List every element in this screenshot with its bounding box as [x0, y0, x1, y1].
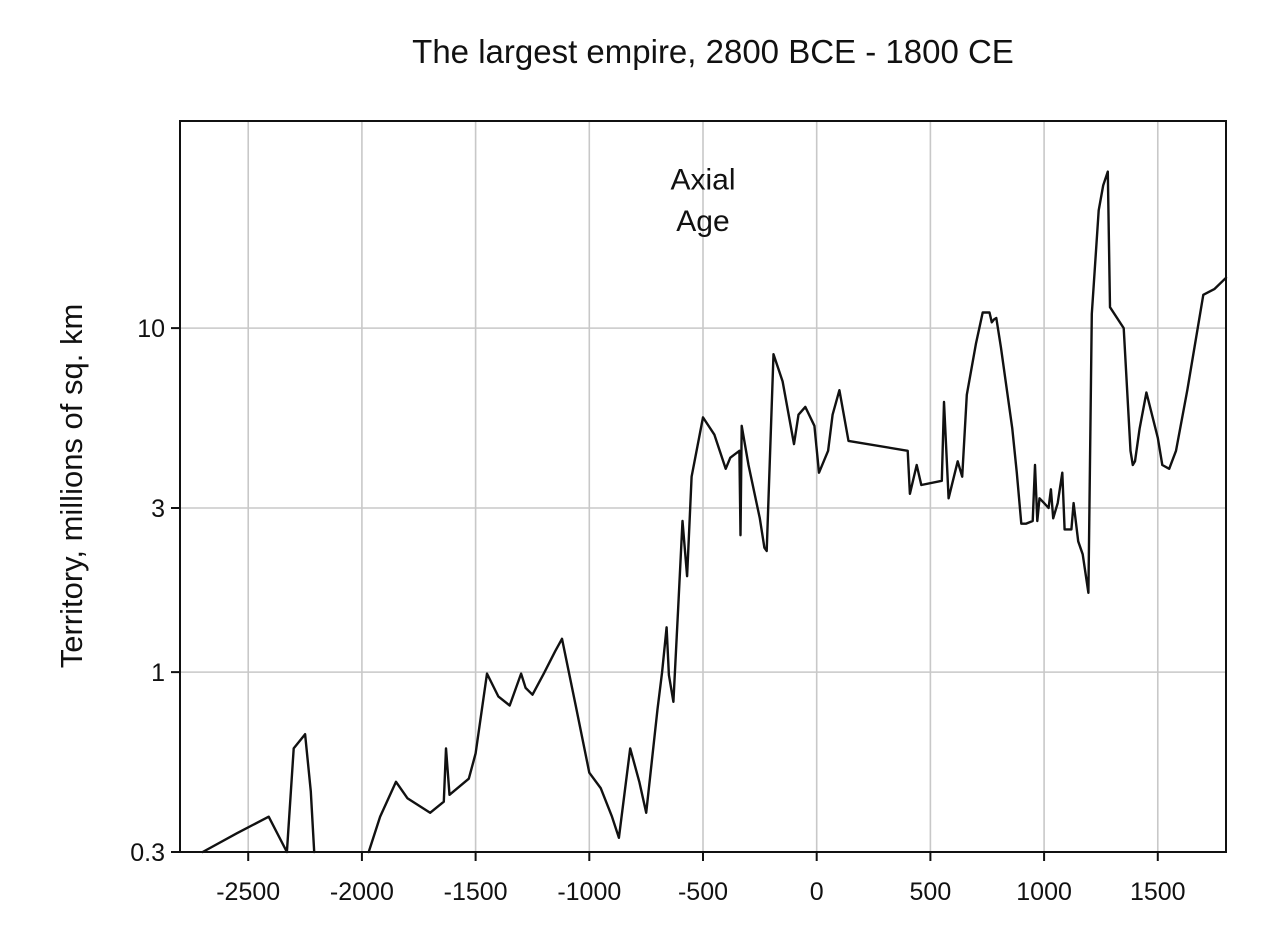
series-line: [201, 170, 1228, 854]
x-tick-label: -2000: [330, 878, 394, 906]
annotations: Axial Age: [670, 164, 735, 238]
annotation-label: Axial: [670, 164, 735, 197]
chart-title: The largest empire, 2800 BCE - 1800 CE: [412, 33, 1014, 70]
y-tick-label: 3: [151, 495, 165, 523]
x-tick-label: 1500: [1130, 878, 1186, 906]
x-tick-label: 1000: [1016, 878, 1072, 906]
x-tick-label: 0: [810, 878, 824, 906]
x-tick-label: 500: [910, 878, 952, 906]
y-axis-label: Territory, millions of sq. km: [54, 304, 89, 669]
x-tick-labels: -2500 -2000 -1500 -1000 -500 0 500 1000 1500: [216, 852, 1186, 906]
x-tick-label: -1000: [557, 878, 621, 906]
annotation-label: Age: [676, 205, 729, 238]
grid-lines: [180, 121, 1226, 852]
y-tick-label: 0.3: [130, 839, 165, 867]
x-tick-label: -500: [678, 878, 728, 906]
y-tick-labels: 0.3 1 3 10: [130, 315, 180, 867]
y-tick-label: 10: [137, 315, 165, 343]
x-tick-label: -1500: [444, 878, 508, 906]
x-tick-label: -2500: [216, 878, 280, 906]
series-line-layer: [201, 170, 1228, 854]
y-tick-label: 1: [151, 659, 165, 687]
